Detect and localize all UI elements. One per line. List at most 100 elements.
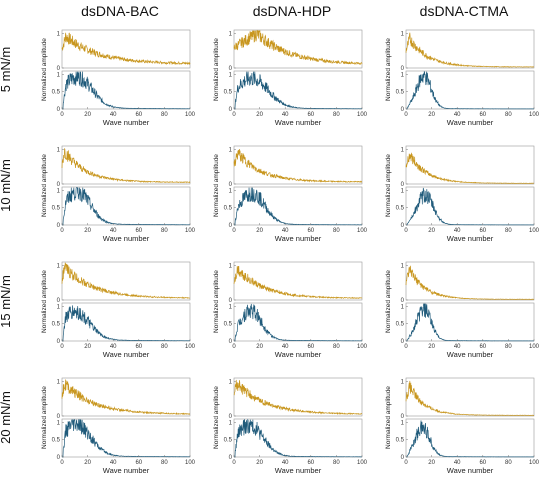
subplot-bottom: 00.51 (224, 186, 363, 229)
x-tick-label: 0 (404, 460, 408, 466)
x-tick-label: 100 (529, 112, 540, 118)
x-tick-label: 60 (479, 228, 486, 234)
subplot-top: 01 (57, 145, 191, 188)
x-axis-label: Wave number (447, 466, 494, 475)
series-line-bottom (62, 419, 191, 458)
x-tick-label: 20 (428, 112, 435, 118)
series-line-bottom (62, 71, 190, 110)
x-tick-label: 60 (307, 344, 314, 350)
column-title: dsDNA-BAC (81, 3, 159, 19)
x-tick-label: 0 (60, 344, 64, 350)
x-tick-label: 20 (428, 460, 435, 466)
y-tick-label: 1 (229, 420, 233, 426)
y-tick-label: 1 (401, 147, 405, 153)
y-tick-label: 0.5 (396, 322, 405, 328)
y-axis-label: Normalized amplitude (385, 38, 392, 101)
y-tick-label: 0 (229, 223, 233, 229)
subplot-bottom: 00.51 (52, 302, 191, 345)
x-tick-label: 0 (232, 460, 236, 466)
y-tick-label: 0.5 (52, 322, 61, 328)
subplot-bottom: 00.51 (52, 70, 191, 113)
x-tick-label: 100 (357, 112, 368, 118)
subplot-bottom: 00.51 (52, 186, 191, 229)
y-tick-label: 1 (229, 263, 233, 269)
y-tick-label: 1 (229, 147, 233, 153)
y-axis-label: Normalized amplitude (213, 386, 220, 449)
plot-frame (233, 302, 363, 342)
x-tick-label: 60 (479, 112, 486, 118)
x-tick-label: 20 (256, 344, 263, 350)
x-tick-label: 60 (479, 460, 486, 466)
y-tick-label: 1 (57, 188, 61, 194)
x-tick-label: 60 (135, 112, 142, 118)
x-tick-label: 80 (161, 112, 168, 118)
x-axis-label: Wave number (103, 466, 150, 475)
x-tick-label: 100 (529, 228, 540, 234)
x-axis-label: Wave number (275, 234, 322, 243)
plot-frame (233, 186, 363, 226)
subplot-top: 01 (401, 145, 535, 188)
x-tick-label: 20 (84, 344, 91, 350)
x-tick-label: 0 (404, 228, 408, 234)
series-line-bottom (62, 305, 191, 342)
x-tick-label: 40 (110, 228, 117, 234)
column-title: dsDNA-CTMA (420, 3, 509, 19)
y-tick-label: 1 (57, 72, 61, 78)
y-axis-label: Normalized amplitude (213, 38, 220, 101)
plot-frame (233, 145, 363, 185)
y-tick-label: 1 (401, 31, 405, 37)
subplot-top: 01 (57, 261, 191, 304)
plot-frame (61, 302, 191, 342)
x-axis-label: Wave number (275, 350, 322, 359)
y-tick-label: 1 (57, 420, 61, 426)
subplot-bottom: 00.51 (396, 70, 535, 113)
y-tick-label: 1 (401, 263, 405, 269)
x-tick-label: 0 (60, 460, 64, 466)
x-tick-label: 80 (505, 460, 512, 466)
series-line-bottom (406, 420, 535, 458)
subplot-top: 01 (229, 29, 363, 72)
x-tick-label: 0 (232, 228, 236, 234)
x-tick-label: 40 (110, 344, 117, 350)
subplot-bottom: 00.51 (52, 418, 191, 461)
x-tick-label: 40 (282, 344, 289, 350)
series-line-bottom (406, 303, 535, 342)
plot-frame (61, 70, 191, 110)
x-tick-label: 20 (256, 460, 263, 466)
y-tick-label: 0 (229, 66, 233, 72)
x-tick-label: 20 (428, 344, 435, 350)
x-tick-label: 20 (256, 228, 263, 234)
x-tick-label: 80 (333, 344, 340, 350)
series-line-top (233, 149, 363, 183)
y-tick-label: 1 (57, 263, 61, 269)
y-tick-label: 1 (57, 379, 61, 385)
x-tick-label: 60 (135, 228, 142, 234)
subplot-bottom: 00.51 (224, 418, 363, 461)
y-tick-label: 0 (57, 66, 61, 72)
y-tick-label: 0 (57, 414, 61, 420)
y-tick-label: 0.5 (52, 206, 61, 212)
series-line-top (233, 29, 363, 66)
series-line-top (61, 379, 191, 416)
y-tick-label: 1 (57, 304, 61, 310)
series-line-bottom (406, 70, 535, 110)
x-tick-label: 0 (404, 344, 408, 350)
y-tick-label: 0.5 (224, 206, 233, 212)
y-tick-label: 0.5 (396, 90, 405, 96)
x-tick-label: 100 (357, 460, 368, 466)
subplot-top: 01 (401, 261, 535, 304)
x-tick-label: 0 (232, 344, 236, 350)
x-tick-label: 40 (454, 460, 461, 466)
x-tick-label: 40 (454, 228, 461, 234)
x-tick-label: 80 (333, 228, 340, 234)
subplot-top: 01 (57, 29, 191, 72)
x-tick-label: 0 (60, 112, 64, 118)
y-axis-label: Normalized amplitude (41, 270, 48, 333)
y-tick-label: 1 (401, 379, 405, 385)
x-tick-label: 20 (84, 112, 91, 118)
column-title: dsDNA-HDP (253, 3, 332, 19)
subplot-top: 01 (229, 145, 363, 188)
plot-frame (405, 261, 535, 301)
x-tick-label: 20 (84, 228, 91, 234)
